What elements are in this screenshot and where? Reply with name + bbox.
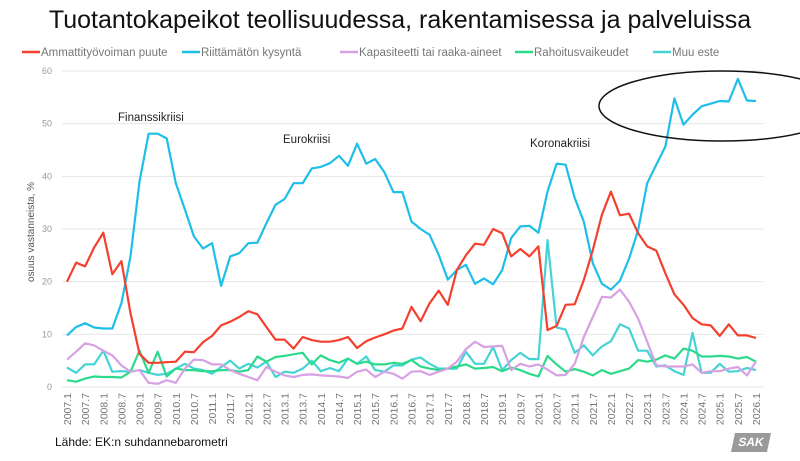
series-line-3 (66, 288, 757, 385)
legend-label: Muu este (672, 47, 719, 59)
x-tick-label: 2010.1 (171, 393, 183, 425)
legend-label: Rahoitusvaikeudet (534, 47, 629, 59)
chart-title: Tuotantokapeikot teollisuudessa, rakenta… (48, 6, 752, 34)
x-tick-label: 2010.7 (189, 393, 201, 425)
x-tick-label: 2018.1 (461, 393, 473, 425)
annotation-label: Finanssikriisi (118, 112, 184, 124)
x-tick-label: 2009.7 (153, 393, 165, 425)
x-tick-label: 2022.7 (624, 393, 636, 425)
x-tick-label: 2017.7 (443, 393, 455, 425)
x-tick-label: 2023.1 (642, 393, 654, 425)
x-tick-label: 2011.1 (207, 393, 219, 424)
y-tick-label: 0 (47, 382, 52, 392)
x-tick-label: 2013.1 (280, 393, 292, 425)
x-tick-label: 2023.7 (660, 393, 672, 425)
x-tick-label: 2016.7 (407, 393, 419, 425)
x-tick-label: 2012.7 (261, 393, 273, 425)
y-axis-label: osuus vastanneista, % (26, 182, 37, 282)
highlight-ellipse (598, 70, 800, 142)
x-tick-label: 2008.1 (98, 393, 110, 425)
x-tick-label: 2007.1 (62, 393, 74, 425)
x-tick-label: 2021.7 (588, 393, 600, 425)
x-tick-label: 2012.1 (243, 393, 255, 425)
x-tick-label: 2015.7 (370, 393, 382, 425)
x-tick-label: 2016.1 (388, 393, 400, 425)
x-tick-label: 2014.7 (334, 393, 346, 425)
y-tick-label: 10 (42, 329, 52, 339)
x-tick-label: 2024.7 (697, 393, 709, 425)
x-tick-label: 2018.7 (479, 393, 491, 425)
x-tick-label: 2021.1 (570, 393, 582, 425)
x-tick-label: 2019.7 (515, 393, 527, 425)
x-tick-label: 2007.7 (80, 393, 92, 425)
x-tick-label: 2020.1 (533, 393, 545, 425)
series-line-2 (66, 77, 757, 337)
legend-label: Kapasiteetti tai raaka-aineet (359, 47, 502, 59)
sak-logo: SAK (730, 433, 772, 452)
x-tick-label: 2026.1 (751, 393, 763, 425)
x-tick-label: 2014.1 (316, 393, 328, 425)
x-tick-label: 2008.7 (116, 393, 128, 425)
y-tick-label: 50 (42, 119, 52, 129)
annotation-label: Eurokriisi (283, 134, 330, 146)
x-tick-label: 2019.1 (497, 393, 509, 425)
x-tick-label: 2011.7 (225, 393, 237, 424)
source-note: Lähde: EK:n suhdannebarometri (55, 435, 228, 449)
y-tick-label: 30 (42, 224, 52, 234)
series-line-1 (66, 190, 757, 364)
x-tick-label: 2024.1 (678, 393, 690, 425)
series-line-4 (66, 347, 757, 383)
x-tick-label: 2017.1 (425, 393, 437, 425)
x-tick-label: 2022.1 (606, 393, 618, 425)
y-tick-label: 40 (42, 171, 52, 181)
x-tick-label: 2013.7 (298, 393, 310, 425)
x-tick-label: 2025.1 (715, 393, 727, 425)
legend-label: Ammattityövoiman puute (41, 47, 168, 59)
legend-label: Riittämätön kysyntä (201, 47, 302, 59)
x-tick-label: 2009.1 (135, 393, 147, 425)
y-tick-label: 20 (42, 277, 52, 287)
y-tick-label: 60 (42, 66, 52, 76)
x-tick-label: 2020.7 (552, 393, 564, 425)
x-tick-label: 2025.7 (733, 393, 745, 425)
annotation-label: Koronakriisi (530, 138, 590, 150)
x-tick-label: 2015.1 (352, 393, 364, 425)
